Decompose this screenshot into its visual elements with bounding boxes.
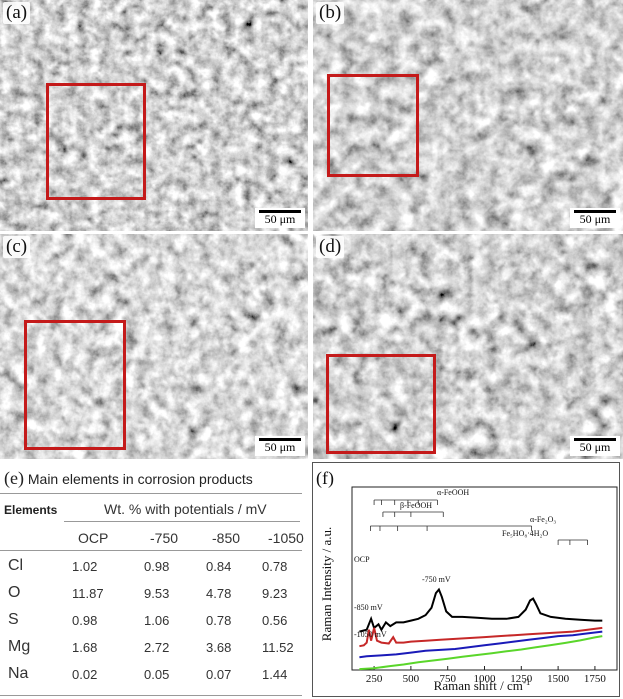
table-cell: 0.84 (206, 559, 232, 574)
table-cell: 0.98 (144, 559, 170, 574)
scale-bar-d: 50 μm (570, 436, 620, 456)
phase-marker-label: β-FeOOH (400, 501, 432, 510)
table-cell: 0.78 (206, 613, 232, 628)
super-header-rule (64, 521, 300, 522)
table-cell: 0.02 (72, 667, 98, 682)
x-tick-label: 750 (439, 673, 456, 685)
x-tick-label: 1500 (547, 673, 570, 685)
scale-bar-c: 50 μm (255, 436, 305, 456)
table-title: (e) Main elements in corrosion products (4, 468, 253, 489)
sem-image-d (313, 234, 623, 459)
sem-panel-d: (d) 50 μm (313, 234, 623, 459)
header-bottom-rule (0, 550, 302, 551)
phase-marker-label: α-Fe₂O₃ (530, 515, 556, 524)
table-cell: 11.52 (262, 640, 294, 655)
table-cell: 0.98 (72, 613, 98, 628)
table-cell: 0.05 (144, 667, 170, 682)
series-label: -850 mV (354, 603, 383, 612)
table-cell: 9.23 (262, 586, 288, 601)
table-cell: 1.02 (72, 559, 98, 574)
phase-marker-label: α-FeOOH (437, 488, 469, 497)
panel-label-e: (e) (4, 468, 24, 488)
potentials-header: Wt. % with potentials / mV (104, 501, 267, 517)
table-cell: 3.68 (206, 640, 232, 655)
series-line (359, 587, 603, 633)
table-cell: 1.44 (262, 667, 288, 682)
sem-panel-b: (b) 50 μm (313, 0, 623, 231)
roi-box-a (46, 83, 146, 200)
series-line (359, 635, 603, 671)
elements-header: Elements (4, 503, 58, 517)
column-header-2: -850 (212, 530, 241, 546)
sem-panel-a: (a) 50 μm (0, 0, 308, 231)
chart-frame (312, 462, 620, 697)
panel-label-b: (b) (316, 2, 345, 24)
x-tick-label: 500 (403, 673, 420, 685)
sem-image-c (0, 234, 308, 459)
x-axis-label: Raman shift / cm-1 (434, 677, 531, 693)
series-label: -1050 mV (354, 630, 387, 639)
table-bottom-rule (0, 695, 302, 696)
sem-panel-c: (c) 50 μm (0, 234, 308, 459)
table-cell: 2.72 (144, 640, 170, 655)
table-cell: 0.07 (206, 667, 232, 682)
x-tick-label: 1250 (510, 673, 533, 685)
element-label: S (8, 611, 19, 628)
element-table-panel: (e) Main elements in corrosion products … (0, 462, 308, 699)
roi-box-d (326, 354, 436, 454)
table-cell: 11.87 (72, 586, 104, 601)
roi-box-c (24, 320, 126, 450)
panel-label-d: (d) (316, 236, 345, 258)
table-top-rule (0, 493, 302, 494)
raman-chart: (f) Raman Intensity / a.u. Raman shift /… (316, 468, 618, 693)
phase-marker-label: Fe₅HO₈·4H₂O (502, 529, 548, 538)
table-title-text: Main elements in corrosion products (27, 471, 253, 487)
x-tick-label: 1000 (474, 673, 497, 685)
series-line (359, 630, 603, 659)
sem-image-a (0, 0, 308, 231)
table-cell: 0.78 (262, 559, 288, 574)
panel-label-f: (f) (316, 468, 334, 489)
table-cell: 9.53 (144, 586, 170, 601)
series-label: OCP (354, 555, 370, 564)
y-axis-label: Raman Intensity / a.u. (319, 527, 334, 641)
element-label: Cl (8, 557, 24, 574)
table-cell: 1.68 (72, 640, 98, 655)
element-label: Mg (8, 638, 31, 655)
raman-chart-panel: (f) Raman Intensity / a.u. Raman shift /… (312, 462, 623, 699)
panel-label-c: (c) (3, 236, 31, 258)
element-label: O (8, 584, 21, 601)
table-cell: 1.06 (144, 613, 170, 628)
series-label: -750 mV (422, 575, 451, 584)
column-header-3: -1050 (268, 530, 304, 546)
scale-bar-b: 50 μm (570, 208, 620, 228)
column-header-1: -750 (150, 530, 179, 546)
panel-label-a: (a) (3, 2, 31, 24)
sem-image-b (313, 0, 623, 231)
table-cell: 0.56 (262, 613, 288, 628)
table-cell: 4.78 (206, 586, 232, 601)
element-label: Na (8, 665, 29, 682)
scale-bar-a: 50 μm (255, 208, 305, 228)
plot-area (351, 486, 618, 671)
column-header-0: OCP (78, 530, 109, 546)
x-tick-label: 250 (366, 673, 383, 685)
x-tick-label: 1750 (584, 673, 607, 685)
roi-box-b (327, 74, 419, 177)
series-line (359, 626, 603, 648)
